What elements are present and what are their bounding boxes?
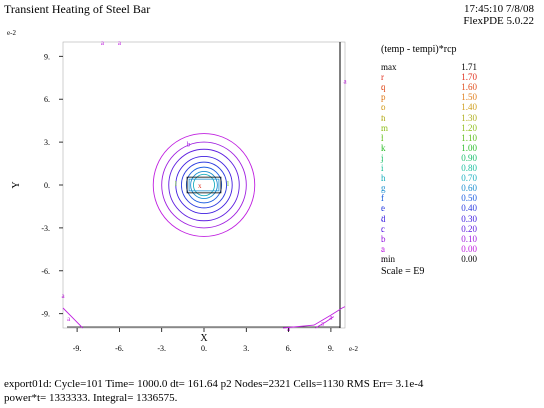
legend-value: 0.20	[461, 223, 477, 234]
x-tick-label: 9.	[328, 344, 334, 353]
x-tick-label: 3.	[243, 344, 249, 353]
plot-frame	[62, 41, 346, 329]
legend-key: m :	[381, 122, 389, 143]
legend-key: h :	[381, 173, 386, 194]
legend-key: q :	[381, 82, 386, 103]
legend-value: 1.10	[461, 132, 477, 143]
legend-key: min	[381, 253, 396, 264]
software-version: FlexPDE 5.0.22	[463, 15, 534, 27]
contour-line-d	[175, 155, 233, 215]
legend-key: f :	[381, 193, 384, 214]
legend-value: 0.70	[461, 173, 477, 184]
run-statistics: export01d: Cycle=101 Time= 1000.0 dt= 16…	[4, 378, 424, 390]
legend-key: r :	[381, 72, 384, 93]
corner-contour-a	[62, 307, 84, 329]
y-tick-label: -9.	[41, 310, 50, 319]
legend-value: 0.10	[461, 233, 477, 244]
legend-value: 1.70	[461, 72, 477, 83]
legend-value: 1.50	[461, 92, 477, 103]
legend-value: 0.50	[461, 193, 477, 204]
y-tick-label: -3.	[41, 224, 50, 233]
chart-title: Transient Heating of Steel Bar	[4, 2, 151, 16]
contour-label-a: a	[101, 39, 105, 47]
legend-scale: Scale = E9	[381, 266, 425, 277]
legend-key: k :	[381, 142, 386, 163]
contour-line-f	[185, 166, 223, 204]
legend-key: max	[381, 62, 397, 72]
y-tick-label: 9.	[44, 52, 50, 61]
contour-label-x: x	[198, 182, 202, 190]
legend-key: i :	[381, 163, 384, 183]
legend-key: g :	[381, 183, 386, 204]
legend-title: (temp - tempi)*rcp	[381, 44, 457, 55]
legend-key: d :	[381, 213, 386, 234]
y-tick-label: 6.	[44, 95, 50, 104]
contour-line-b	[161, 141, 247, 229]
contour-line-g	[190, 170, 218, 200]
timestamp: 17:45:10 7/8/08	[464, 3, 534, 15]
y-tick-label: -6.	[41, 267, 50, 276]
legend-key: o :	[381, 102, 386, 123]
contour-label-a: a	[61, 292, 65, 300]
x-tick-label: -3.	[157, 344, 166, 353]
legend-key: c :	[381, 223, 385, 244]
contour-label-a: a	[67, 315, 71, 323]
contour-line-g-inner	[188, 178, 220, 192]
legend-value: 0.00	[461, 253, 477, 264]
integral-summary: power*t= 1333333. Integral= 1336575.	[4, 392, 178, 404]
legend-value: 0.80	[461, 163, 477, 173]
legend-key: b :	[381, 233, 386, 254]
legend-value: 1.00	[461, 142, 477, 153]
contour-label-l: l	[175, 180, 177, 188]
legend-key: e :	[381, 203, 385, 224]
x-axis-label: X	[200, 333, 208, 344]
legend-key: n :	[381, 112, 386, 133]
corner-contour-a	[282, 306, 346, 329]
contour-line-a	[152, 133, 256, 237]
corner-contour-a	[315, 316, 334, 329]
contour-label-a: a	[321, 319, 325, 327]
contour-label-a: a	[329, 314, 333, 322]
x-axis-exponent: e-2	[349, 345, 358, 353]
legend-value: 1.20	[461, 122, 477, 133]
heated-region-outline	[186, 176, 222, 194]
contour-label-l: l	[227, 180, 229, 188]
legend-value: 1.71	[461, 62, 477, 72]
contour-line-h	[192, 173, 216, 197]
legend-key: p :	[381, 92, 386, 113]
legend-key: j :	[381, 152, 384, 173]
legend-value: 0.60	[461, 183, 477, 194]
contour-label-a: a	[343, 78, 347, 86]
legend-value: 0.40	[461, 203, 477, 214]
y-tick-label: 3.	[44, 138, 50, 147]
legend-key: l :	[381, 132, 384, 153]
x-tick-label: 0.	[201, 344, 207, 353]
legend-value: 0.90	[461, 152, 477, 163]
contour-label-a: a	[287, 325, 291, 333]
y-tick-label: 0.	[44, 181, 50, 190]
y-axis-label: Y	[11, 181, 22, 188]
x-tick-label: -9.	[73, 344, 82, 353]
x-tick-label: 6.	[286, 344, 292, 353]
x-tick-label: -6.	[115, 344, 124, 353]
contour-line-c	[168, 148, 240, 222]
legend-value: 0.00	[461, 243, 477, 254]
legend-key: a :	[381, 243, 385, 264]
contour-label-a: a	[118, 39, 122, 47]
contour-line-e	[180, 161, 228, 209]
contour-label-b: b	[187, 141, 191, 149]
legend-value: 0.30	[461, 213, 477, 224]
legend-value: 1.60	[461, 82, 477, 93]
y-axis-exponent: e-2	[7, 29, 16, 37]
legend-value: 1.30	[461, 112, 477, 123]
legend-value: 1.40	[461, 102, 477, 113]
